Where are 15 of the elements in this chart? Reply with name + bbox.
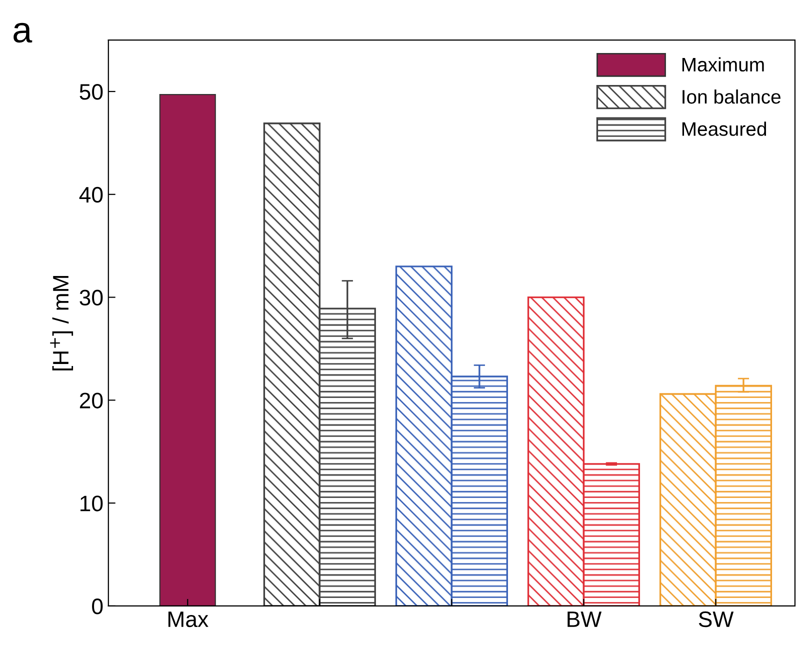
legend-label: Measured bbox=[682, 122, 766, 136]
legend-label: Ion balance bbox=[682, 89, 781, 104]
x-tick-label: BW bbox=[568, 612, 602, 627]
y-tick-label: 30 bbox=[80, 290, 103, 306]
y-tick-label: 20 bbox=[80, 392, 103, 408]
y-tick-label: 10 bbox=[80, 496, 103, 512]
y-axis-title: [H$^{+}$] / mM bbox=[50, 276, 74, 370]
legend-label: Maximum bbox=[682, 57, 764, 72]
x-tick-label: SW bbox=[698, 611, 734, 628]
text: a bbox=[14, 22, 32, 43]
x-tick-label: Max bbox=[168, 612, 208, 628]
bar bbox=[159, 94, 216, 606]
y-tick-label: 0 bbox=[92, 598, 103, 614]
y-tick-label: 40 bbox=[79, 186, 103, 203]
y-tick-label: 50 bbox=[80, 84, 103, 100]
